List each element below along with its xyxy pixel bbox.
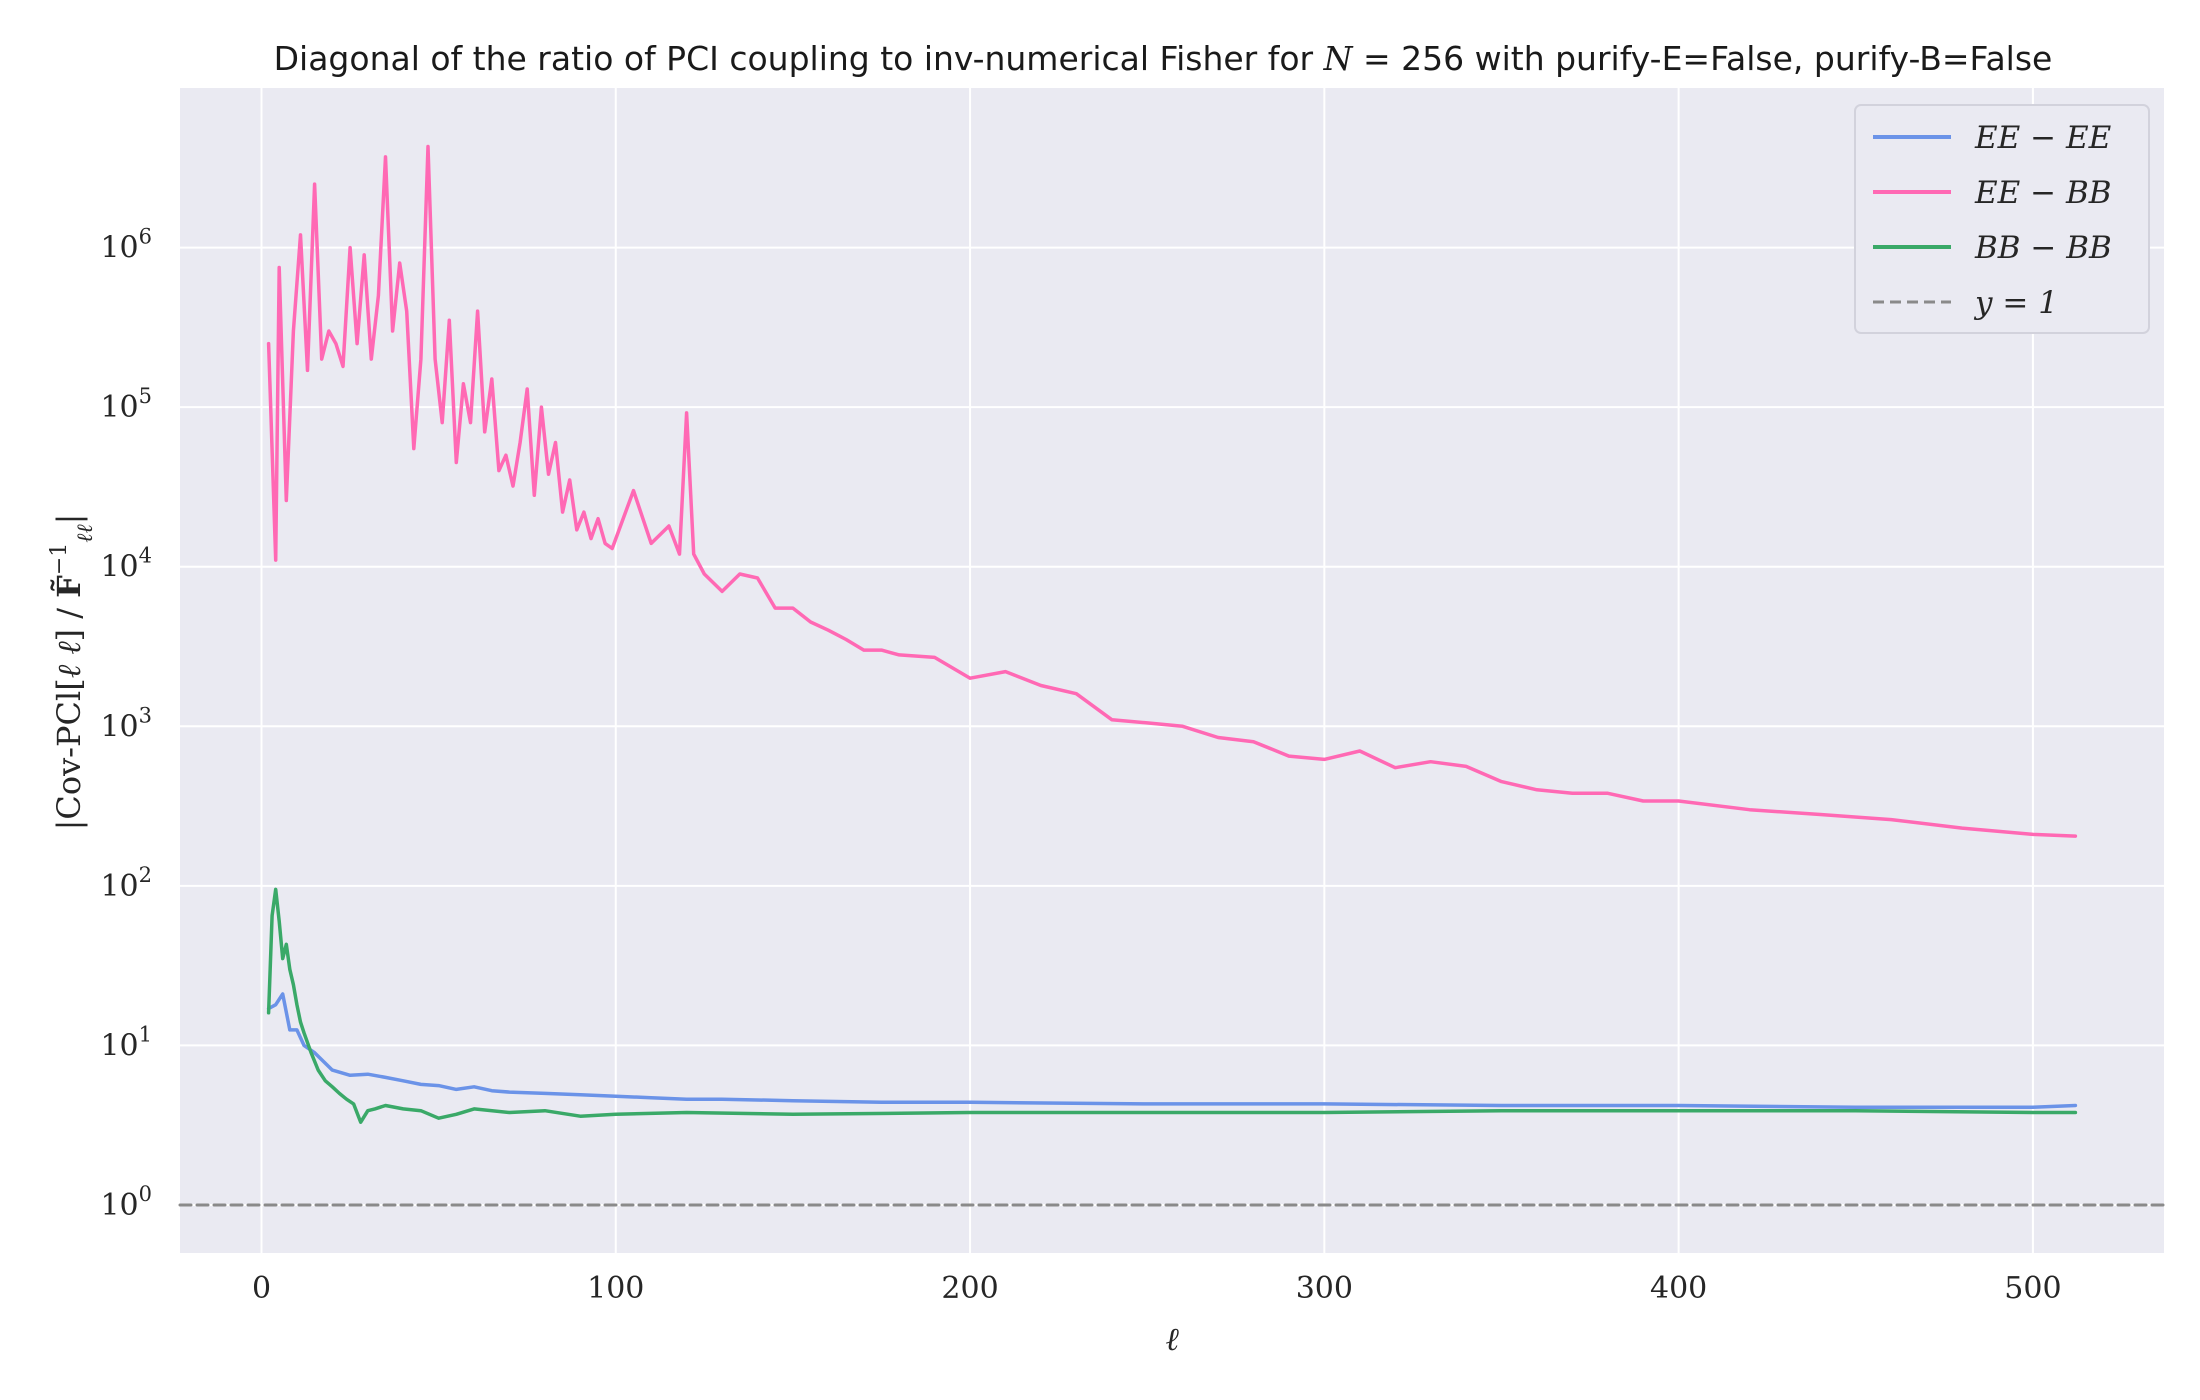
legend-box	[1854, 104, 2150, 334]
y-tick-label: 104	[100, 544, 152, 585]
chart-title: Diagonal of the ratio of PCI coupling to…	[274, 39, 2053, 78]
legend-label-1: EE − BB	[1974, 175, 2112, 211]
x-tick-label: 100	[587, 1271, 644, 1306]
legend-label-2: BB − BB	[1974, 230, 2112, 266]
plot-area	[180, 88, 2164, 1253]
series-line-2	[266, 887, 2078, 1124]
y-tick-label: 103	[100, 703, 152, 744]
y-axis-label: |Cov-PCl[ℓ ℓ] / F̃−1ℓℓ|	[47, 514, 98, 831]
legend: EE − EE EE − BB BB − BB y = 1	[1854, 104, 2150, 334]
y-tick-label: 100	[100, 1182, 152, 1223]
legend-label-3: y = 1	[1973, 285, 2058, 321]
x-tick-label: 300	[1296, 1271, 1353, 1306]
x-tick-label: 200	[941, 1271, 998, 1306]
x-axis: 0 100 200 300 400 500	[252, 1271, 2062, 1306]
legend-label-0: EE − EE	[1974, 120, 2112, 156]
series-layer	[178, 144, 2166, 1207]
y-tick-label: 106	[100, 225, 152, 266]
x-tick-label: 0	[252, 1271, 271, 1306]
x-tick-label: 500	[2004, 1271, 2061, 1306]
x-tick-label: 400	[1650, 1271, 1707, 1306]
y-tick-label: 105	[100, 384, 152, 425]
series-line-1	[266, 144, 2078, 838]
x-axis-label: ℓ	[1165, 1320, 1179, 1358]
y-tick-label: 102	[100, 863, 152, 904]
y-tick-label: 101	[100, 1022, 152, 1063]
y-axis: 100 101 102 103 104 105 106	[100, 225, 152, 1223]
